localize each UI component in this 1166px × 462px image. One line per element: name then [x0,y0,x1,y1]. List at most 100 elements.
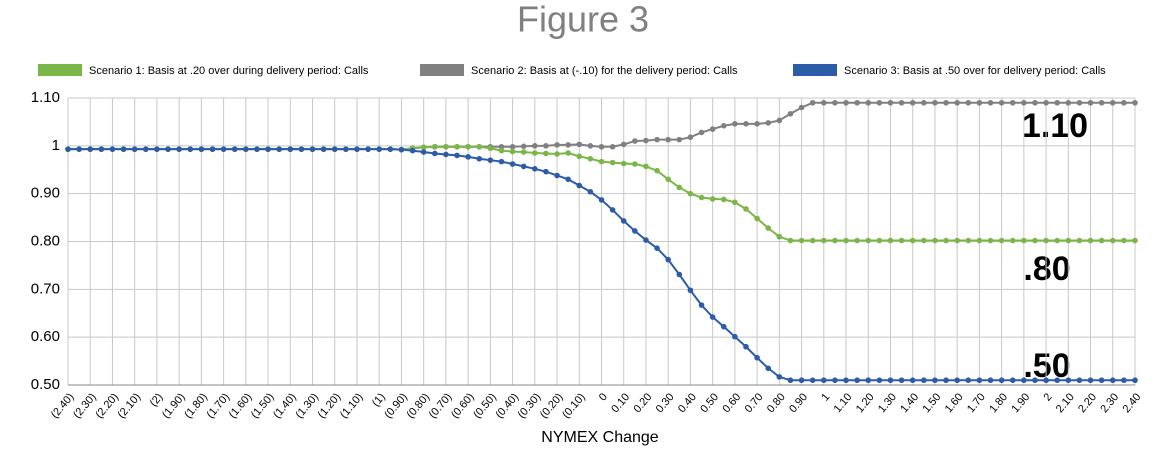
data-point [765,365,772,372]
data-point [554,142,560,148]
data-point [854,237,860,244]
x-tick-label: 0.50 [698,391,721,415]
x-tick-label: (1) [370,391,388,409]
data-point [776,233,783,240]
x-tick-label: 1.60 [943,391,966,415]
data-point [298,146,305,152]
data-point [176,146,182,152]
annotation: .80 [1023,250,1070,288]
data-point [987,99,994,106]
data-point [854,99,860,106]
data-point [98,146,105,152]
data-point [1021,377,1027,384]
data-point [843,377,849,384]
data-point [754,354,760,361]
data-point [1021,237,1027,244]
data-point [754,121,760,127]
data-point [243,146,249,152]
data-point [476,143,483,150]
data-point [998,237,1005,244]
data-point [820,377,827,384]
x-tick-label: (1.80) [182,391,210,421]
data-point [765,120,772,126]
data-point [687,190,694,197]
x-tick-label: (1.90) [160,391,188,421]
data-point [520,143,527,150]
data-point [998,99,1005,106]
data-point [131,146,138,152]
x-tick-label: (1.20) [316,391,344,421]
data-point [676,271,683,278]
chart-title: Figure 3 [517,0,649,40]
data-point [820,237,827,244]
data-point [1098,237,1105,244]
legend-label: Scenario 2: Basis at (-.10) for the deli… [471,65,738,77]
data-point [632,138,638,144]
data-point [632,161,638,167]
x-tick-label: 0.70 [743,391,766,415]
data-point [454,152,460,159]
x-tick-label: 2.20 [1076,391,1099,415]
data-point [965,99,972,106]
data-point [520,149,527,155]
data-point [454,143,460,150]
data-point [698,302,705,308]
data-point [832,377,838,384]
data-point [932,377,938,384]
data-point [1009,377,1016,384]
data-point [809,237,816,244]
data-point [809,99,816,106]
data-point [465,143,471,150]
x-tick-label: 2.10 [1054,391,1077,415]
x-tick-label: 0 [597,391,610,403]
data-point [209,146,216,152]
data-point [854,377,860,384]
x-tick-label: (0.40) [493,391,521,421]
data-point [654,136,660,143]
data-point [1109,237,1116,244]
x-axis-label: NYMEX Change [541,429,658,446]
data-point [743,121,749,127]
data-point [709,314,716,320]
x-tick-label: (0.30) [516,391,544,421]
data-point [309,146,316,152]
data-point [820,99,827,106]
data-point [987,377,994,384]
data-point [887,377,894,384]
y-tick-label: 0.70 [31,280,60,297]
data-point [765,225,772,231]
data-point [543,150,549,157]
data-point [165,146,171,152]
data-point [1032,99,1038,106]
data-point [965,377,972,384]
y-tick-label: 0.50 [31,376,60,393]
data-point [676,184,683,191]
data-point [676,136,683,143]
data-point [409,147,416,154]
data-point [843,237,849,244]
data-point [1076,237,1083,244]
data-point [1009,237,1016,244]
data-point [865,99,872,106]
data-point [643,137,649,144]
data-point [276,146,282,152]
data-point [543,143,549,149]
x-tick-label: 0.20 [632,391,655,415]
data-point [843,99,849,106]
data-point [487,145,494,152]
data-point [887,237,894,244]
legend-swatch [793,64,837,76]
data-point [909,237,916,244]
data-point [620,160,627,167]
data-point [998,377,1005,384]
data-point [1065,377,1072,384]
x-tick-label: (1.70) [204,391,232,421]
data-point [665,176,671,183]
x-tick-label: 0.10 [609,391,632,415]
x-tick-label: (2) [148,391,166,409]
x-tick-label: (2.10) [116,391,144,421]
data-point [687,287,694,294]
y-tick-label: 1.10 [31,89,60,106]
data-point [1087,377,1094,384]
data-point [1121,377,1127,384]
